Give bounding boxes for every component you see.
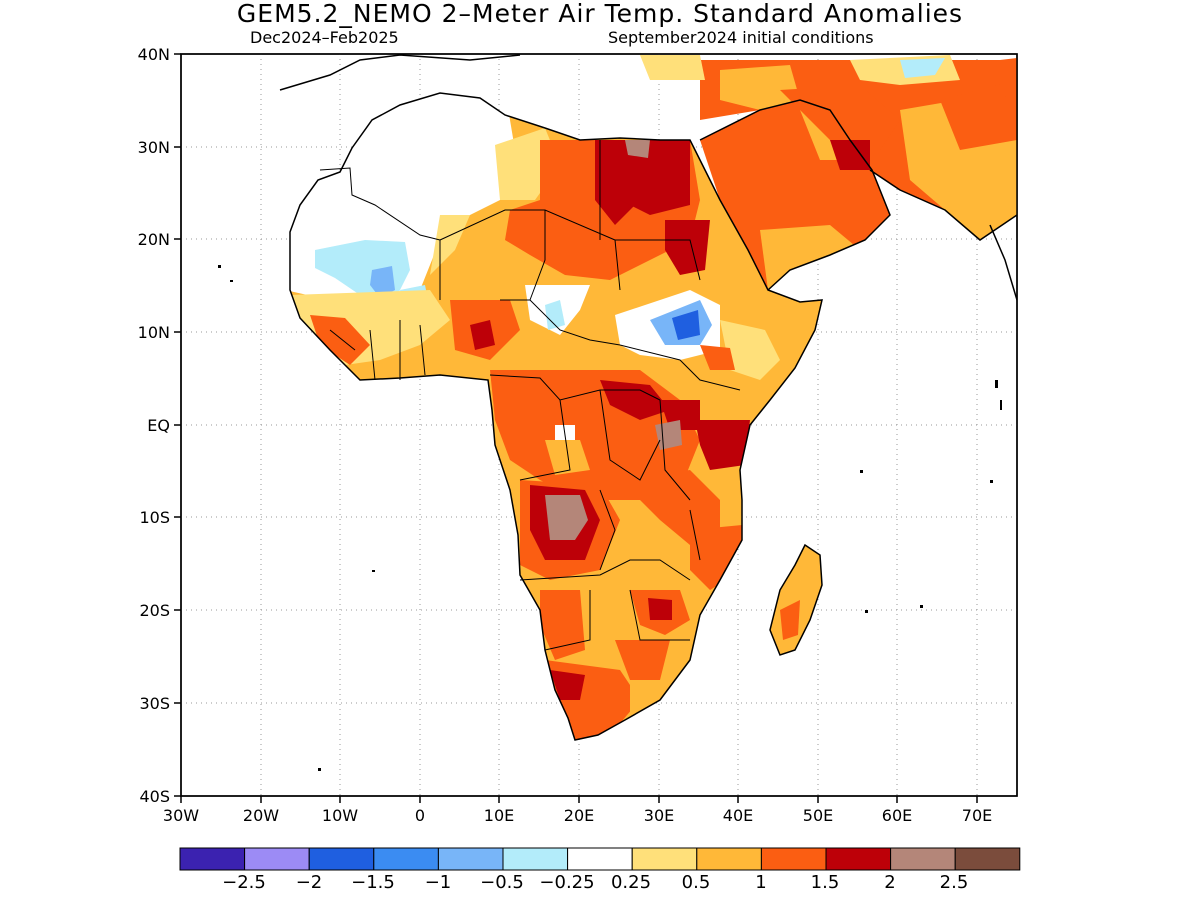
color-bar-swatch [954, 847, 1021, 871]
map-title: GEM5.2_NEMO 2–Meter Air Temp. Standard A… [236, 0, 964, 28]
color-bar-label: 0.5 [682, 872, 711, 893]
lat-label: 10N [138, 323, 170, 342]
axis-ticks [174, 53, 978, 803]
lon-label: 10E [484, 806, 514, 825]
lon-label: 10W [322, 806, 358, 825]
color-bar [179, 847, 1021, 871]
color-bar-label: 2 [884, 872, 895, 893]
color-bar-label: −1.5 [351, 872, 395, 893]
color-bar-swatch [373, 847, 439, 871]
color-bar-swatch [825, 847, 892, 871]
color-bar-label: −2.5 [222, 872, 266, 893]
color-bar-swatch [890, 847, 956, 871]
lat-label: 20N [138, 230, 170, 249]
color-bar-swatch [502, 847, 569, 871]
initial-conditions: September2024 initial conditions [608, 28, 874, 47]
lon-label: 60E [882, 806, 912, 825]
color-bar-label: −2 [296, 872, 323, 893]
lat-label: 20S [139, 601, 170, 620]
color-bar-swatch [179, 847, 246, 871]
lat-label: 10S [139, 508, 170, 527]
lat-label: 40S [139, 787, 170, 806]
lon-label: 30W [163, 806, 199, 825]
forecast-period: Dec2024–Feb2025 [250, 28, 399, 47]
lat-label: 40N [138, 45, 170, 64]
lon-label: 20E [564, 806, 594, 825]
color-bar-swatch [437, 847, 504, 871]
color-bar-swatch [631, 847, 698, 871]
lat-label: 30S [139, 694, 170, 713]
color-bar-label: 2.5 [940, 872, 969, 893]
color-bar-swatch [308, 847, 375, 871]
color-bar-label: 0.25 [611, 872, 651, 893]
color-bar-label: 1.5 [811, 872, 840, 893]
color-bar-label: −1 [425, 872, 452, 893]
longitude-labels: 30W 20W 10W 0 10E 20E 30E 40E 50E 60E 70… [163, 806, 992, 825]
country-borders [319, 139, 741, 651]
islands [218, 265, 1002, 771]
lon-label: 30E [644, 806, 674, 825]
color-bar-swatch [760, 847, 827, 871]
lat-label: 30N [138, 138, 170, 157]
color-bar-label: −0.5 [480, 872, 524, 893]
latitude-labels: 40N 30N 20N 10N EQ 10S 20S 30S 40S [138, 45, 170, 806]
color-bar-label: 1 [755, 872, 766, 893]
lon-label: 70E [962, 806, 992, 825]
lat-label: EQ [147, 416, 170, 435]
lon-label: 50E [803, 806, 833, 825]
lon-label: 40E [723, 806, 753, 825]
color-bar-labels: −2.5 −2 −1.5 −1 −0.5 −0.25 0.25 0.5 1 1.… [222, 872, 968, 893]
color-bar-label: −0.25 [539, 872, 594, 893]
lon-label: 0 [415, 806, 425, 825]
lon-label: 20W [243, 806, 279, 825]
color-bar-swatch [696, 847, 762, 871]
coastlines [279, 54, 1017, 741]
color-bar-swatch [244, 847, 310, 871]
color-bar-swatch [567, 847, 633, 871]
